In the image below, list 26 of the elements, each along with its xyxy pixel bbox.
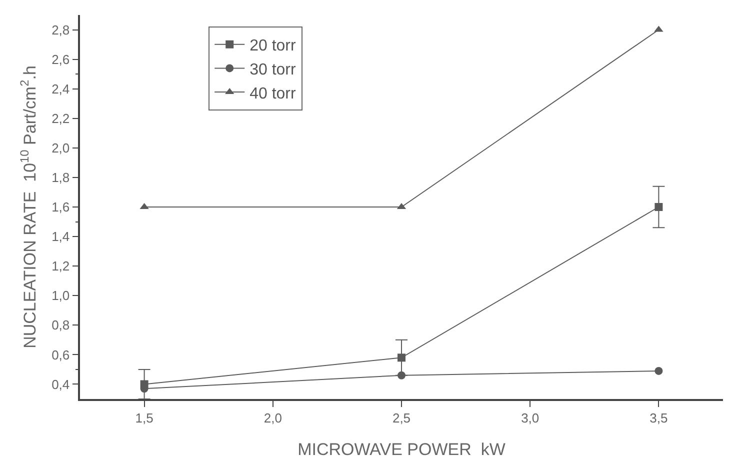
y-tick-label: 1,2: [52, 258, 70, 274]
y-tick-label: 2,4: [52, 81, 70, 96]
legend-label: 20 torr: [250, 38, 297, 55]
y-tick-label: 1,8: [52, 170, 70, 186]
y-tick-label: 2,6: [52, 52, 70, 67]
x-tick-label: 3,0: [521, 410, 540, 426]
legend-label: 30 torr: [250, 61, 297, 78]
x-tick-label: 1,5: [135, 410, 154, 426]
point: [654, 366, 663, 375]
y-tick-label: 1,0: [52, 288, 70, 304]
y-tick-label: 1,4: [52, 229, 70, 244]
point: [398, 371, 406, 380]
x-tick-label: 3,5: [650, 410, 668, 426]
y-tick-label: 2,0: [52, 140, 70, 156]
point: [654, 203, 663, 211]
y-tick-label: 2,8: [52, 22, 70, 38]
y-tick-label: 1,6: [52, 200, 70, 215]
y-tick-label: 0,6: [52, 347, 70, 362]
x-axis-title: MICROWAVE POWER kW: [298, 440, 506, 459]
legend-label: 40 torr: [250, 85, 297, 102]
point: [398, 354, 406, 362]
y-tick-label: 0,4: [52, 376, 70, 392]
y-tick-label: 0,8: [52, 318, 70, 333]
x-tick-label: 2,5: [392, 410, 411, 426]
x-tick-label: 2,0: [264, 410, 282, 426]
y-tick-label: 2,2: [52, 110, 70, 126]
